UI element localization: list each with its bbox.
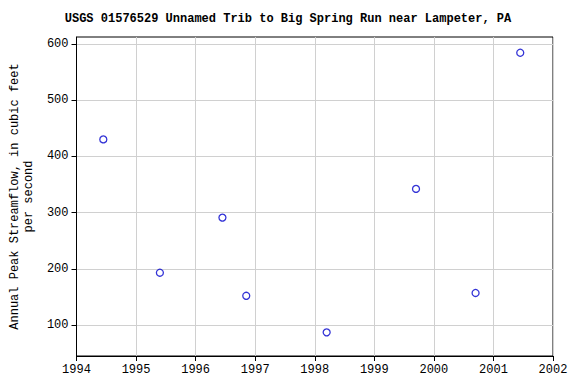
svg-text:1996: 1996 [181, 363, 210, 377]
svg-text:1995: 1995 [122, 363, 151, 377]
svg-text:300: 300 [47, 206, 69, 220]
svg-text:per second: per second [22, 160, 36, 232]
svg-text:600: 600 [47, 37, 69, 51]
svg-text:100: 100 [47, 318, 69, 332]
svg-text:2001: 2001 [479, 363, 508, 377]
svg-text:USGS 01576529 Unnamed Trib to: USGS 01576529 Unnamed Trib to Big Spring… [65, 12, 512, 26]
svg-text:1999: 1999 [360, 363, 389, 377]
svg-text:2000: 2000 [419, 363, 448, 377]
svg-text:1994: 1994 [62, 363, 91, 377]
svg-text:1998: 1998 [300, 363, 329, 377]
svg-text:1997: 1997 [241, 363, 270, 377]
svg-text:2002: 2002 [539, 363, 568, 377]
svg-text:400: 400 [47, 149, 69, 163]
svg-text:500: 500 [47, 93, 69, 107]
svg-text:200: 200 [47, 262, 69, 276]
svg-text:Annual Peak Streamflow, in cub: Annual Peak Streamflow, in cubic feet [8, 63, 22, 329]
